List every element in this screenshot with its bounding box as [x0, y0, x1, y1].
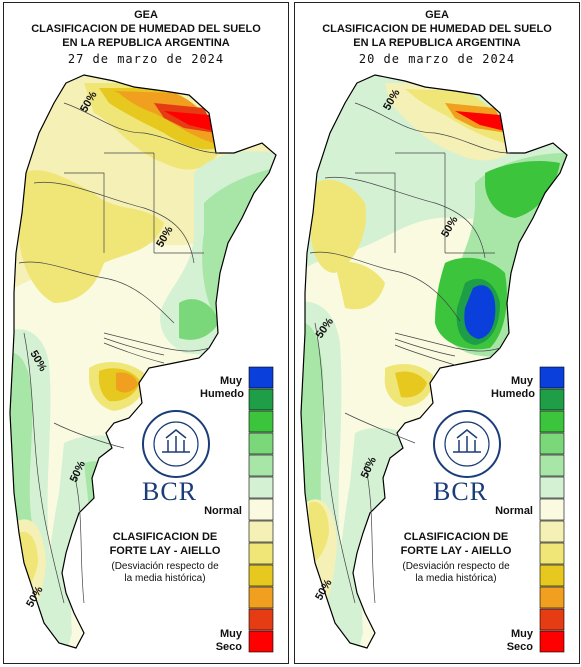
legend-swatch [539, 476, 565, 499]
legend-swatch [539, 498, 565, 521]
header-title-2: EN LA REPUBLICA ARGENTINA [353, 37, 521, 49]
classification-note-1: (Desviación respecto de [402, 561, 510, 572]
legend-top-label: Muy Humedo [200, 375, 244, 400]
legend-bottom-label: Muy Seco [215, 628, 242, 653]
header-org: GEA [134, 9, 158, 21]
legend-mid-label: Normal [495, 505, 533, 517]
legend-swatch [539, 608, 565, 631]
header-title-1: CLASIFICACION DE HUMEDAD DEL SUELO [31, 23, 261, 35]
classification-title-1: CLASIFICACION DE [403, 531, 509, 543]
legend-mid-label: Normal [204, 505, 242, 517]
legend-swatch [248, 454, 274, 477]
header-date: 20 de marzo de 2024 [358, 52, 516, 66]
legend-swatch [539, 454, 565, 477]
header-title-1: CLASIFICACION DE HUMEDAD DEL SUELO [322, 23, 552, 35]
legend-swatch [248, 564, 274, 587]
legend-swatch [248, 630, 274, 653]
bcr-logo-text: BCR [433, 477, 489, 506]
argentina-soil-moisture-map-left: 50% 50% 50% 50% 50% [9, 74, 277, 653]
legend-swatch [539, 366, 565, 389]
classification-note-2: la media histórica) [415, 573, 497, 584]
classification-title-2: FORTE LAY - AIELLO [400, 545, 512, 557]
legend-swatch [539, 410, 565, 433]
legend-swatch [539, 630, 565, 653]
legend-bottom-label: Muy Seco [506, 628, 533, 653]
bcr-seal-logo [433, 410, 501, 478]
classification-title-1: CLASIFICACION DE [112, 531, 218, 543]
legend-swatch [248, 388, 274, 411]
legend-swatch [248, 586, 274, 609]
legend-swatch [539, 388, 565, 411]
argentina-soil-moisture-map-right: 50% 50% 50% 50% 50% [300, 74, 568, 653]
legend-swatch [539, 542, 565, 565]
header-date: 27 de marzo de 2024 [67, 52, 225, 66]
legend-swatch [248, 520, 274, 543]
legend-swatch [248, 542, 274, 565]
header-title-2: EN LA REPUBLICA ARGENTINA [62, 37, 230, 49]
legend-swatch [539, 586, 565, 609]
legend-swatch [248, 410, 274, 433]
classification-title-2: FORTE LAY - AIELLO [109, 545, 221, 557]
legend-swatch [539, 432, 565, 455]
bcr-logo-text: BCR [142, 477, 198, 506]
contour-lines-right [309, 102, 511, 604]
legend-swatch [248, 366, 274, 389]
classification-note-2: la media histórica) [124, 573, 206, 584]
legend-swatch [248, 498, 274, 521]
legend-bar-right [539, 366, 565, 653]
bcr-seal-logo [142, 410, 210, 478]
legend-swatch [248, 476, 274, 499]
map-panel-right: 50% 50% 50% 50% 50% GEA CLASIFICACION DE… [294, 2, 580, 664]
map-panel-left: 50% 50% 50% 50% 50% GEA CLASIFICACION DE… [3, 2, 289, 664]
contour-lines-left [18, 102, 220, 604]
header-org: GEA [425, 9, 449, 21]
legend-top-label: Muy Humedo [491, 375, 535, 400]
legend-bar-left [248, 366, 274, 653]
legend-swatch [539, 520, 565, 543]
classification-note-1: (Desviación respecto de [111, 561, 219, 572]
legend-swatch [248, 432, 274, 455]
legend-swatch [539, 564, 565, 587]
legend-swatch [248, 608, 274, 631]
